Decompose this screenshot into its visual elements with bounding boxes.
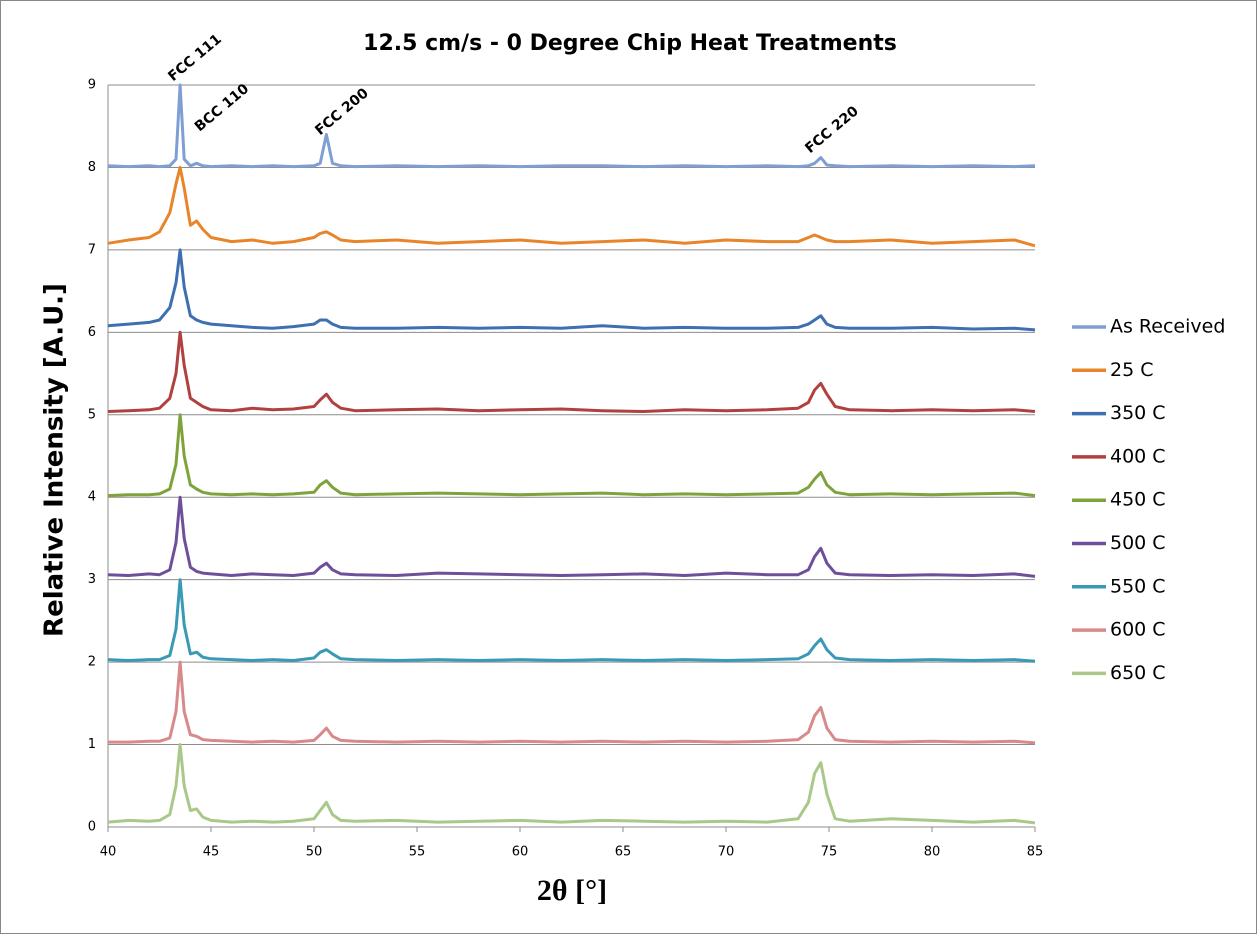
y-tick-label: 2 <box>88 655 96 670</box>
legend-label: As Received <box>1110 316 1225 338</box>
legend-label: 600 C <box>1110 619 1166 641</box>
y-tick-label: 5 <box>88 407 96 422</box>
x-tick-label: 40 <box>100 845 117 860</box>
x-tick-label: 75 <box>821 845 838 860</box>
x-tick-label: 55 <box>409 845 426 860</box>
y-axis-label: Relative Intensity [A.U.] <box>40 283 70 637</box>
y-tick-label: 3 <box>88 572 96 587</box>
series-line <box>107 413 1036 498</box>
series-line <box>107 83 1036 169</box>
legend-label: 25 C <box>1110 359 1153 381</box>
y-tick-label: 1 <box>88 737 96 752</box>
legend-label: 550 C <box>1110 575 1166 597</box>
y-tick-label: 4 <box>88 490 96 505</box>
legend-label: 350 C <box>1110 402 1166 424</box>
x-tick-label: 45 <box>203 845 220 860</box>
y-tick-label: 9 <box>88 78 96 93</box>
series-line <box>107 743 1036 825</box>
x-tick-label: 80 <box>924 845 941 860</box>
legend-label: 500 C <box>1110 532 1166 554</box>
series-line <box>107 578 1036 663</box>
y-tick-label: 6 <box>88 325 96 340</box>
x-tick-label: 85 <box>1027 845 1044 860</box>
legend-label: 650 C <box>1110 662 1166 684</box>
series-line <box>107 330 1036 413</box>
x-axis-label: 2θ [°] <box>537 874 607 907</box>
y-tick-label: 8 <box>88 160 96 175</box>
series-line <box>108 660 1036 745</box>
chart-title: 12.5 cm/s - 0 Degree Chip Heat Treatment… <box>363 31 897 56</box>
y-tick-label: 7 <box>88 242 96 257</box>
x-tick-label: 65 <box>615 845 632 860</box>
x-tick-label: 70 <box>718 845 735 860</box>
legend-label: 400 C <box>1110 445 1166 467</box>
x-tick-label: 50 <box>306 845 323 860</box>
legend-label: 450 C <box>1110 489 1166 511</box>
series-line <box>107 495 1036 578</box>
series-line <box>107 165 1036 248</box>
x-tick-label: 60 <box>512 845 529 860</box>
series-line <box>107 248 1036 332</box>
y-tick-label: 0 <box>88 820 96 835</box>
